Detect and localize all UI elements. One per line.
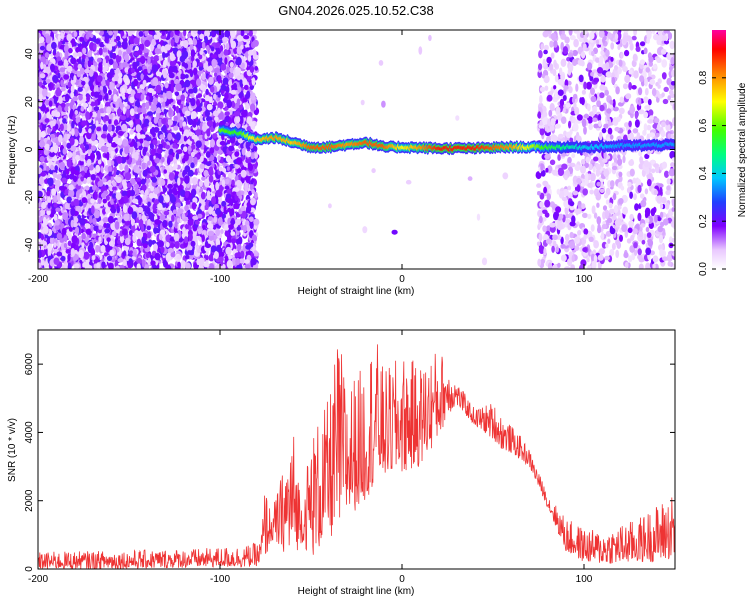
heatmap-cell <box>63 235 68 242</box>
heatmap-cell <box>212 133 218 139</box>
heatmap-cell <box>164 82 169 89</box>
heatmap-cell <box>236 168 242 174</box>
heatmap-cell <box>108 119 112 125</box>
heatmap-cell <box>162 219 166 227</box>
heatmap-cell <box>203 62 208 70</box>
heatmap-cell <box>104 115 109 122</box>
heatmap-cell <box>95 244 100 253</box>
heatmap-cell <box>46 190 51 197</box>
heatmap-cell <box>208 254 215 262</box>
heatmap-cell <box>241 147 246 156</box>
heatmap-cell <box>96 57 102 63</box>
heatmap-cell <box>125 117 131 123</box>
heatmap-cell <box>117 40 122 48</box>
heatmap-marks <box>38 30 675 269</box>
heatmap-cell <box>147 56 151 65</box>
heatmap-cell <box>227 197 233 204</box>
heatmap-cell <box>110 198 114 205</box>
heatmap-cell <box>169 195 177 204</box>
heatmap-cell <box>98 47 103 56</box>
heatmap-cell <box>239 79 243 87</box>
heatmap-cell <box>60 79 64 87</box>
heatmap-cell <box>157 44 161 49</box>
heatmap-cell <box>135 124 142 133</box>
heatmap-cell <box>46 92 51 98</box>
heatmap-cell <box>129 96 135 104</box>
heatmap-cell <box>202 225 206 230</box>
heatmap-cell <box>115 176 122 184</box>
heatmap-cell <box>101 261 106 269</box>
heatmap-cell <box>163 210 170 216</box>
heatmap-cell <box>88 51 92 57</box>
heatmap-cell <box>181 213 186 219</box>
heatmap-cell <box>154 157 160 164</box>
heatmap-cell <box>244 182 249 192</box>
heatmap-cell <box>138 31 144 37</box>
heatmap-cell <box>73 75 77 83</box>
heatmap-cell <box>185 254 190 260</box>
heatmap-cell <box>113 166 117 173</box>
heatmap-cell <box>144 39 151 48</box>
heatmap-cell <box>170 79 175 86</box>
heatmap-cell <box>217 93 221 98</box>
heatmap-cell <box>168 220 173 228</box>
heatmap-cell <box>226 66 230 74</box>
heatmap-cell <box>190 111 198 119</box>
heatmap-cell <box>136 238 142 247</box>
heatmap-cell <box>40 131 46 138</box>
heatmap-cell <box>84 223 91 230</box>
heatmap-cell <box>47 243 53 252</box>
heatmap-cell <box>210 86 215 93</box>
heatmap-cell <box>207 216 213 221</box>
heatmap-cell <box>47 196 52 204</box>
heatmap-cell <box>251 77 256 86</box>
heatmap-cell <box>140 178 146 185</box>
figure-title: GN04.2026.025.10.52.C38 <box>278 3 433 18</box>
heatmap-cell <box>138 196 142 206</box>
heatmap-cell <box>126 108 130 118</box>
heatmap-cell <box>217 155 221 161</box>
heatmap-cell <box>170 84 174 93</box>
heatmap-cell <box>201 73 206 80</box>
heatmap-cell <box>220 229 224 234</box>
heatmap-cell <box>115 35 121 42</box>
heatmap-cell <box>38 262 42 269</box>
heatmap-cell <box>217 75 222 84</box>
heatmap-cell <box>201 176 206 181</box>
heatmap-cell <box>162 61 167 68</box>
heatmap-cell <box>173 115 178 122</box>
heatmap-cell <box>177 261 182 268</box>
heatmap-cell <box>133 37 140 45</box>
heatmap-cell <box>185 190 189 198</box>
heatmap-cell <box>182 227 186 235</box>
heatmap-cell <box>105 80 110 87</box>
heatmap-cell <box>225 115 229 123</box>
heatmap-cell <box>89 33 94 38</box>
heatmap-cell <box>175 202 182 208</box>
heatmap-cell <box>213 216 218 223</box>
heatmap-cell <box>71 120 75 129</box>
heatmap-cell <box>94 99 99 107</box>
heatmap-cell <box>53 242 57 248</box>
